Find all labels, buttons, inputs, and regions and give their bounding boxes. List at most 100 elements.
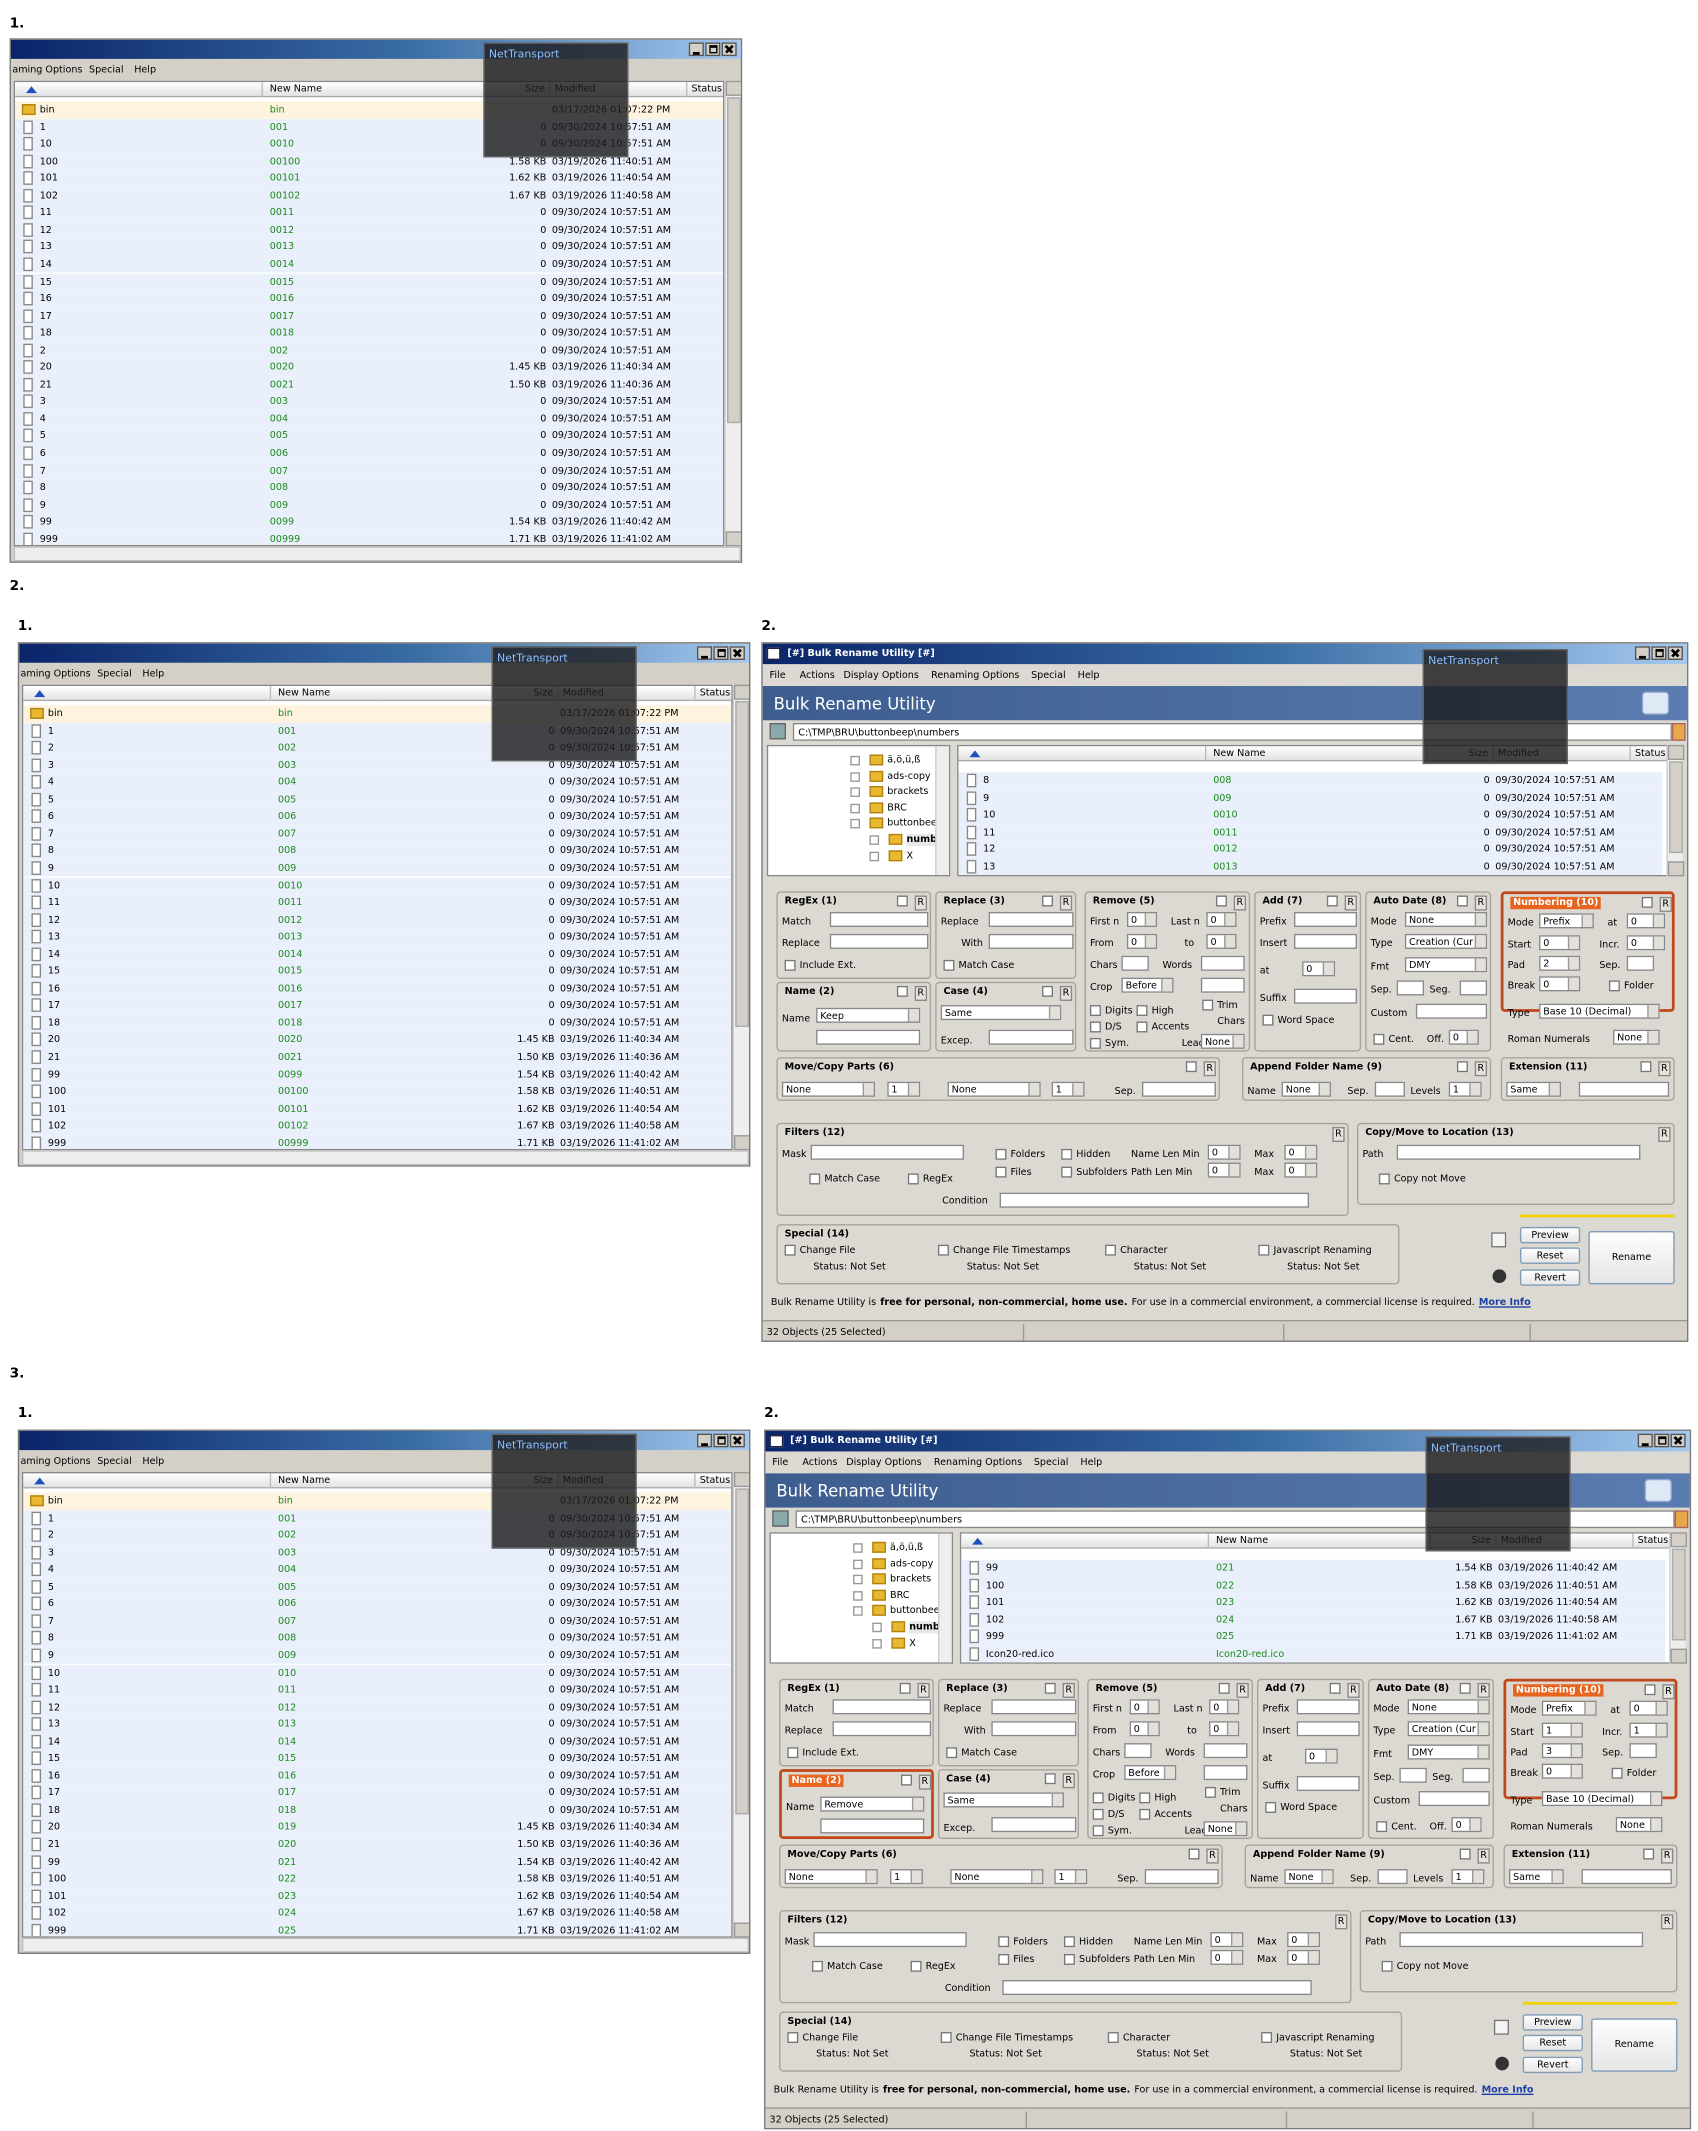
file-row[interactable]: 100 00100 1.58 KB 03/19/2026 11:40:51 AM [23,1083,732,1101]
spin-input[interactable]: 0 [1539,935,1581,951]
file-row[interactable]: 99 0099 1.54 KB 03/19/2026 11:40:42 AM [15,513,723,531]
file-row[interactable]: 14 0014 0 09/30/2024 10:57:51 AM [15,255,723,274]
text-input[interactable] [813,1932,967,1948]
undo-icon[interactable] [1493,2019,1509,2035]
text-input[interactable] [1203,1765,1248,1781]
file-row[interactable]: 999 00999 1.71 KB 03/19/2026 11:41:02 AM [23,1134,732,1149]
vertical-scrollbar[interactable] [724,80,741,547]
text-input[interactable] [832,1721,932,1737]
text-input[interactable] [1293,988,1357,1004]
text-input[interactable] [1203,1743,1248,1759]
dropdown[interactable]: None [1404,911,1488,928]
maximize-button[interactable] [705,42,721,57]
dropdown[interactable]: Base 10 (Decimal) [1541,1791,1663,1807]
menu-item[interactable]: Help [142,1455,165,1467]
panel-reset[interactable]: R [1474,1061,1487,1077]
panel-reset[interactable]: R [1062,1773,1075,1789]
panel-reset[interactable]: R [1233,895,1246,911]
more-info-link[interactable]: More Info [1481,2084,1534,2096]
checkbox[interactable] [809,1173,821,1185]
menu-item[interactable]: Help [134,64,157,76]
text-input[interactable] [1293,933,1357,949]
button[interactable]: Preview [1519,1226,1581,1244]
spin-input[interactable]: 0 [1210,1932,1244,1948]
panel-enable-checkbox[interactable] [1644,1684,1656,1696]
panel-reset[interactable]: R [1659,896,1672,912]
spin-input[interactable]: 1 [1629,1722,1668,1738]
maximize-button[interactable] [713,1433,729,1448]
tree-item[interactable]: buttonbee [890,1605,940,1617]
menu-item[interactable]: aming Options [12,64,83,76]
horizontal-scrollbar[interactable] [21,1937,750,1953]
checkbox[interactable] [998,1936,1010,1948]
file-row[interactable]: 9 009 0 09/30/2024 10:57:51 AM [15,496,723,514]
menu-item[interactable]: Special [89,64,124,76]
tree-item[interactable]: ä,ö,ü,ß [887,754,921,766]
text-input[interactable] [1396,1144,1641,1160]
spin-input[interactable]: 0 [1287,1932,1321,1948]
menu-item[interactable]: Special [1033,1456,1069,1468]
panel-reset[interactable]: R [1347,1682,1360,1698]
menu-item[interactable]: File [772,1456,789,1468]
panel-reset[interactable]: R [1658,1126,1671,1142]
button[interactable]: Reset [1519,1247,1581,1264]
file-row[interactable]: 6 006 0 09/30/2024 10:57:51 AM [23,808,732,826]
panel-enable-checkbox[interactable] [1044,1682,1056,1694]
file-row[interactable]: 99 0099 1.54 KB 03/19/2026 11:40:42 AM [23,1066,732,1084]
checkbox[interactable] [1136,1021,1148,1033]
checkbox[interactable] [940,2032,952,2043]
browse-button[interactable] [1674,1510,1689,1529]
spin-input[interactable]: 1 [1051,1081,1085,1097]
file-row[interactable]: 16 016 0 09/30/2024 10:57:51 AM [23,1767,732,1785]
minimize-button[interactable] [1634,646,1651,661]
more-info-link[interactable]: More Info [1478,1296,1531,1308]
menu-item[interactable]: Help [142,668,165,680]
checkbox[interactable] [937,1244,949,1256]
text-input[interactable] [829,911,929,928]
help-icon[interactable] [1495,2056,1509,2071]
panel-reset[interactable]: R [1203,1061,1216,1077]
checkbox[interactable] [1202,999,1214,1011]
dropdown[interactable]: None [1281,1081,1331,1097]
file-row[interactable]: 15 0015 0 09/30/2024 10:57:51 AM [23,962,732,981]
menu-item[interactable]: aming Options [20,1455,91,1467]
panel-reset[interactable]: R [1335,1914,1348,1930]
panel-reset[interactable]: R [1477,1682,1490,1698]
file-row[interactable]: 7 007 0 09/30/2024 10:57:51 AM [15,462,723,480]
panel-enable-checkbox[interactable] [1643,1848,1655,1860]
file-row[interactable]: 5 005 0 09/30/2024 10:57:51 AM [23,791,732,809]
file-row[interactable]: 3 003 0 09/30/2024 10:57:51 AM [15,393,723,411]
panel-reset[interactable]: R [917,1682,930,1698]
file-row[interactable]: 999 025 1.71 KB 03/19/2026 11:41:02 AM [961,1628,1666,1646]
spin-input[interactable]: 0 [1207,1144,1241,1160]
dropdown[interactable]: Before [1121,977,1174,993]
text-input[interactable] [1296,1721,1360,1737]
text-input[interactable] [1396,980,1425,996]
close-button[interactable] [729,1433,745,1448]
file-row[interactable]: 11 011 0 09/30/2024 10:57:51 AM [23,1681,732,1699]
tree-item[interactable]: ads-copy [890,1557,934,1569]
checkbox[interactable] [907,1173,919,1185]
file-row[interactable]: 13 0013 0 09/30/2024 10:57:51 AM [958,858,1663,875]
dropdown[interactable]: Keep [816,1007,921,1023]
checkbox[interactable] [1089,1021,1101,1033]
text-input[interactable] [1399,1932,1644,1948]
button[interactable]: Reset [1522,2034,1583,2052]
file-row[interactable]: 101 00101 1.62 KB 03/19/2026 11:40:54 AM [23,1100,732,1118]
spin-input[interactable]: 0 [1209,1721,1240,1737]
spin-input[interactable]: 1 [890,1869,923,1885]
text-input[interactable] [1200,955,1245,971]
file-row[interactable]: 5 005 0 09/30/2024 10:57:51 AM [23,1578,732,1596]
panel-enable-checkbox[interactable] [1456,1061,1468,1073]
spin-input[interactable]: 1 [1451,1869,1485,1885]
menu-item[interactable]: Special [97,668,132,680]
file-row[interactable]: 14 014 0 09/30/2024 10:57:51 AM [23,1733,732,1751]
tree-item[interactable]: BRC [890,1589,910,1601]
checkbox[interactable] [1378,1173,1390,1185]
panel-enable-checkbox[interactable] [1456,895,1468,907]
panel-reset[interactable]: R [1206,1848,1219,1864]
minimize-button[interactable] [696,646,713,661]
dropdown[interactable]: Same [1506,1081,1562,1097]
file-row[interactable]: 17 0017 0 09/30/2024 10:57:51 AM [15,307,723,325]
file-row[interactable]: 20 0020 1.45 KB 03/19/2026 11:40:34 AM [15,359,723,377]
